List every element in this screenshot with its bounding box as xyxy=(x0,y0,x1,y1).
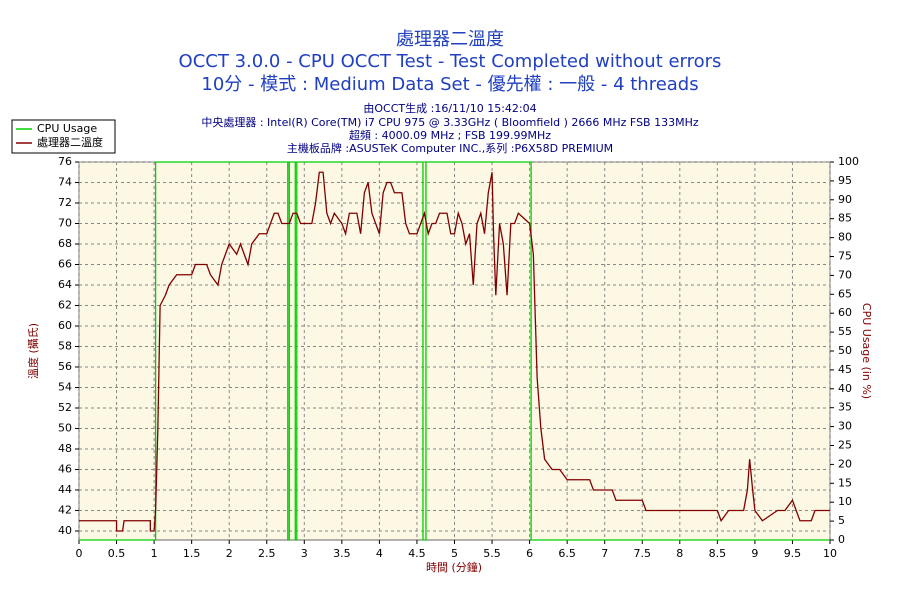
legend-label: 處理器二溫度 xyxy=(37,135,103,149)
x-tick-label: 9 xyxy=(751,547,758,560)
x-tick-label: 5 xyxy=(451,547,458,560)
y2-tick-label: 100 xyxy=(838,155,859,168)
series-line xyxy=(79,171,830,532)
y2-axis-label: CPU Usage (in %) xyxy=(860,303,873,399)
y2-tick-label: 45 xyxy=(838,363,852,376)
y2-tick-label: 0 xyxy=(838,533,845,546)
y2-tick-label: 80 xyxy=(838,231,852,244)
y-tick-label: 44 xyxy=(58,483,72,496)
x-tick-label: 2 xyxy=(226,547,233,560)
y-tick-label: 72 xyxy=(58,196,72,209)
y-tick-label: 62 xyxy=(58,298,72,311)
chart-subtitle: OCCT 3.0.0 - CPU OCCT Test - Test Comple… xyxy=(179,51,722,72)
y2-tick-label: 55 xyxy=(838,325,852,338)
x-tick-label: 8 xyxy=(676,547,683,560)
chart-note: 中央處理器 : Intel(R) Core(TM) i7 CPU 975 @ 3… xyxy=(201,115,699,129)
y-tick-label: 64 xyxy=(58,278,72,291)
x-tick-label: 0 xyxy=(76,547,83,560)
chart-note: 由OCCT生成 :16/11/10 15:42:04 xyxy=(363,101,536,115)
y2-tick-label: 30 xyxy=(838,420,852,433)
chart-title: 處理器二溫度 xyxy=(396,29,504,50)
y-tick-label: 50 xyxy=(58,421,72,434)
x-tick-label: 2.5 xyxy=(258,547,276,560)
x-tick-label: 4.5 xyxy=(408,547,426,560)
y-tick-label: 54 xyxy=(58,380,72,393)
y2-tick-label: 60 xyxy=(838,306,852,319)
y2-tick-label: 25 xyxy=(838,439,852,452)
x-tick-label: 1 xyxy=(151,547,158,560)
x-tick-label: 7.5 xyxy=(634,547,652,560)
x-tick-label: 6.5 xyxy=(558,547,576,560)
x-tick-label: 4 xyxy=(376,547,383,560)
y-tick-label: 52 xyxy=(58,401,72,414)
y2-tick-label: 50 xyxy=(838,344,852,357)
y2-tick-label: 90 xyxy=(838,193,852,206)
y-tick-label: 42 xyxy=(58,503,72,516)
chart-subtitle: 10分 - 模式 : Medium Data Set - 優先權 : 一般 - … xyxy=(201,74,698,95)
series-line xyxy=(79,161,830,541)
y2-tick-label: 10 xyxy=(838,495,852,508)
x-tick-label: 1.5 xyxy=(183,547,201,560)
y2-tick-label: 75 xyxy=(838,250,852,263)
y2-tick-label: 40 xyxy=(838,382,852,395)
x-tick-label: 3.5 xyxy=(333,547,351,560)
x-tick-label: 9.5 xyxy=(784,547,802,560)
y2-tick-label: 35 xyxy=(838,401,852,414)
chart-note: 超頻 : 4000.09 MHz ; FSB 199.99MHz xyxy=(349,128,551,142)
y-tick-label: 40 xyxy=(58,524,72,537)
y-tick-label: 58 xyxy=(58,339,72,352)
y-tick-label: 70 xyxy=(58,216,72,229)
y-tick-label: 66 xyxy=(58,257,72,270)
y2-tick-label: 65 xyxy=(838,287,852,300)
y2-tick-label: 85 xyxy=(838,212,852,225)
y2-tick-label: 15 xyxy=(838,476,852,489)
x-tick-label: 6 xyxy=(526,547,533,560)
x-tick-label: 3 xyxy=(301,547,308,560)
y-tick-label: 46 xyxy=(58,462,72,475)
y-tick-label: 74 xyxy=(58,175,72,188)
y-tick-label: 76 xyxy=(58,155,72,168)
x-tick-label: 0.5 xyxy=(108,547,126,560)
y2-tick-label: 95 xyxy=(838,174,852,187)
y-tick-label: 68 xyxy=(58,237,72,250)
chart-note: 主機板品牌 :ASUSTeK Computer INC.,系列 :P6X58D … xyxy=(287,141,613,155)
x-axis-label: 時間 (分鐘) xyxy=(426,560,482,574)
y2-tick-label: 5 xyxy=(838,514,845,527)
legend-label: CPU Usage xyxy=(37,122,97,135)
x-tick-label: 8.5 xyxy=(709,547,727,560)
legend xyxy=(11,119,116,154)
x-tick-label: 5.5 xyxy=(483,547,501,560)
y2-tick-label: 70 xyxy=(838,268,852,281)
y-tick-label: 56 xyxy=(58,360,72,373)
x-tick-label: 7 xyxy=(601,547,608,560)
x-tick-label: 10 xyxy=(823,547,837,560)
y2-tick-label: 20 xyxy=(838,457,852,470)
y-axis-label: 溫度 (攝氏) xyxy=(26,323,40,379)
y-tick-label: 60 xyxy=(58,319,72,332)
y-tick-label: 48 xyxy=(58,442,72,455)
